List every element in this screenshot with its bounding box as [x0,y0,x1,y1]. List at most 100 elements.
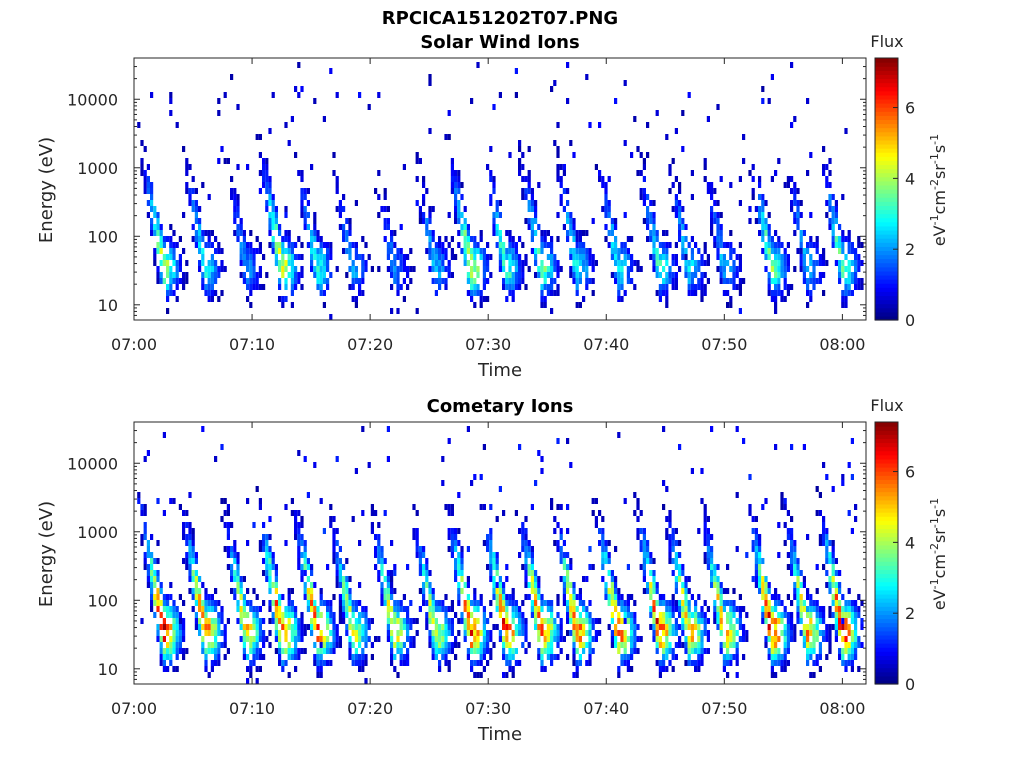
heatmap-cell [367,254,371,260]
heatmap-cell [255,236,259,242]
heatmap-cell [598,528,602,534]
heatmap-cell [463,236,467,242]
heatmap-cell [633,600,637,606]
heatmap-cell [518,158,522,164]
heatmap-cell [348,242,352,248]
heatmap-cell [511,600,515,606]
heatmap-cell [767,242,771,248]
heatmap-cell [822,630,826,636]
heatmap-cell [409,278,413,284]
heatmap-cell [249,254,253,260]
heatmap-cell [457,588,461,594]
heatmap-cell [630,260,634,266]
heatmap-cell [566,606,570,612]
heatmap-cell [722,290,726,296]
heatmap-cell [582,600,586,606]
heatmap-cell [214,630,218,636]
heatmap-cell [665,534,669,540]
heatmap-cell [860,618,864,624]
heatmap-cell [854,266,858,272]
heatmap-cell [236,558,240,564]
heatmap-cell [454,188,458,194]
heatmap-cell [770,74,774,80]
heatmap-cell [562,188,566,194]
heatmap-cell [854,624,858,630]
heatmap-cell [553,80,557,86]
heatmap-cell [847,284,851,290]
colorbar-segment [875,622,898,628]
heatmap-cell [812,600,816,606]
heatmap-cell [511,612,515,618]
heatmap-cell [201,624,205,630]
heatmap-cell [284,648,288,654]
heatmap-cell [255,630,259,636]
heatmap-cell [706,534,710,540]
heatmap-cell [162,236,166,242]
heatmap-cell [518,236,522,242]
heatmap-cell [466,648,470,654]
heatmap-cell [345,576,349,582]
heatmap-cell [514,606,518,612]
heatmap-cell [530,588,534,594]
heatmap-cell [268,600,272,606]
heatmap-cell [700,278,704,284]
heatmap-cell [393,618,397,624]
heatmap-cell [575,594,579,600]
heatmap-cell [604,546,608,552]
heatmap-cell [809,254,813,260]
heatmap-cell [310,594,314,600]
heatmap-cell [258,666,262,672]
heatmap-cell [431,230,435,236]
heatmap-cell [162,278,166,284]
heatmap-cell [726,302,730,308]
heatmap-cell [639,546,643,552]
heatmap-cell [796,248,800,254]
heatmap-cell [716,242,720,248]
heatmap-cell [479,600,483,606]
heatmap-cell [838,278,842,284]
heatmap-cell [527,170,531,176]
heatmap-cell [262,642,266,648]
heatmap-cell [182,600,186,606]
heatmap-cell [774,266,778,272]
heatmap-cell [182,558,186,564]
heatmap-cell [399,624,403,630]
heatmap-cell [818,654,822,660]
heatmap-cell [450,236,454,242]
x-axis: 07:00 07:10 07:20 07:30 07:40 07:50 08:00 [111,58,865,354]
heatmap-cell [521,534,525,540]
heatmap-cell [508,152,512,158]
heatmap-cell [361,654,365,660]
colorbar-segment [875,66,898,71]
heatmap-cell [156,558,160,564]
heatmap-cell [338,558,342,564]
heatmap-cell [319,660,323,666]
heatmap-cell [633,284,637,290]
heatmap-cell [262,158,266,164]
heatmap-cell [438,660,442,666]
heatmap-cell [470,612,474,618]
heatmap-cell [674,254,678,260]
heatmap-cell [722,278,726,284]
heatmap-cell [143,188,147,194]
heatmap-cell [454,654,458,660]
heatmap-cell [201,426,205,432]
heatmap-cell [447,528,451,534]
heatmap-cell [767,630,771,636]
heatmap-cell [591,510,595,516]
heatmap-cell [860,260,864,266]
heatmap-cell [540,594,544,600]
heatmap-cell [351,654,355,660]
heatmap-cell [399,630,403,636]
heatmap-cell [809,672,813,678]
heatmap-cell [262,636,266,642]
heatmap-cell [742,606,746,612]
heatmap-cell [828,194,832,200]
heatmap-cell [172,666,176,672]
heatmap-cell [431,278,435,284]
heatmap-cell [258,618,262,624]
heatmap-cell [268,642,272,648]
heatmap-cell [841,266,845,272]
heatmap-cell [278,260,282,266]
